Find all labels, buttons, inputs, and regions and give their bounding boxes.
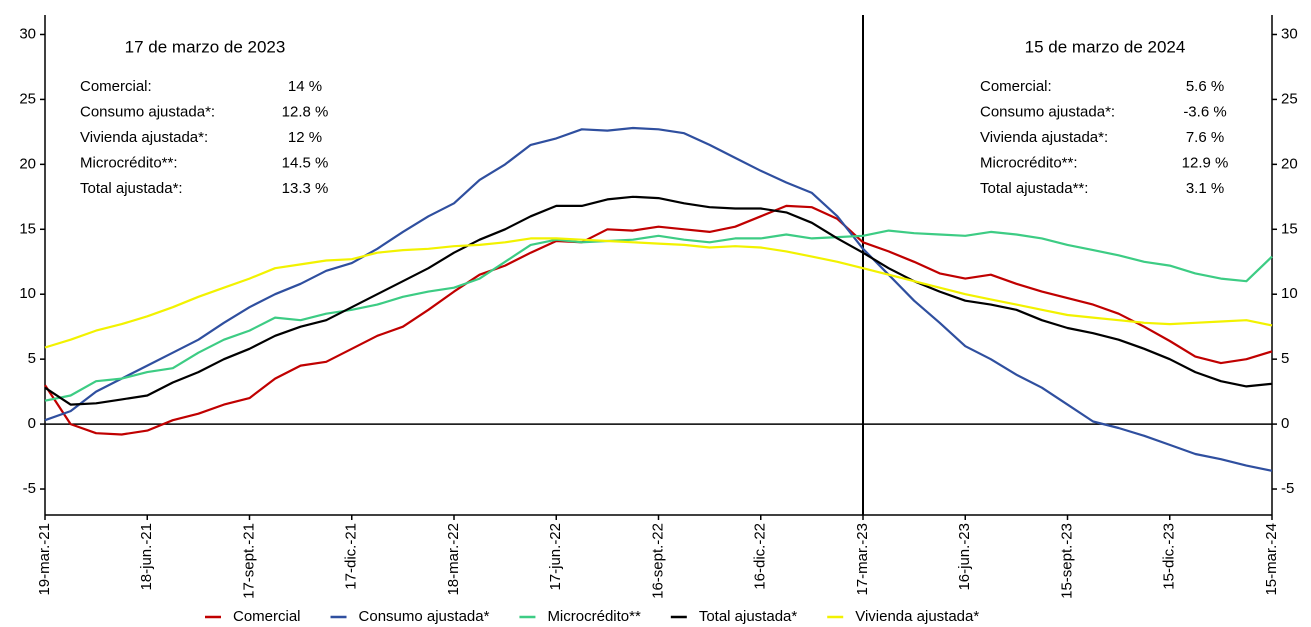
annotation-value: 14 % [288,78,322,95]
x-tick-label: 15-mar.-24 [1263,523,1280,596]
annotation-label: Consumo ajustada*: [80,103,215,120]
y-tick-label: 30 [19,25,36,42]
y-tick-label: 5 [28,350,36,367]
y-tick-label: 0 [28,415,36,432]
series-line [44,237,1273,349]
x-tick-label: 17-sept.-21 [240,523,257,599]
annotation-label: Total ajustada*: [80,180,183,197]
legend-label: Comercial [233,608,301,625]
annotation-label: Microcrédito**: [80,154,178,171]
x-tick-label: 18-jun.-21 [138,523,155,591]
annotation-value: 12 % [288,129,322,146]
y-tick-label: 20 [19,155,36,172]
x-tick-label: 16-dic.-22 [752,523,769,590]
annotation-label: Microcrédito**: [980,154,1078,171]
x-tick-label: 15-sept.-23 [1058,523,1075,599]
y2-tick-label: 25 [1281,90,1298,107]
series-line [44,229,1273,402]
y-tick-label: 25 [19,90,36,107]
annotation-value: 14.5 % [282,154,329,171]
x-tick-label: 17-jun.-22 [547,523,564,591]
annotation-label: Vivienda ajustada*: [980,129,1108,146]
annotation-label: Comercial: [980,78,1052,95]
y2-tick-label: 0 [1281,415,1289,432]
legend-label: Total ajustada* [699,608,798,625]
series-line [44,126,1273,472]
y-tick-label: 15 [19,220,36,237]
y2-tick-label: -5 [1281,480,1294,497]
series-line [44,195,1273,406]
annotation-label: Vivienda ajustada*: [80,129,208,146]
x-tick-label: 15-dic.-23 [1161,523,1178,590]
y2-tick-label: 5 [1281,350,1289,367]
x-tick-label: 17-mar.-23 [854,523,871,596]
annotation-value: 13.3 % [282,180,329,197]
annotation-label: Comercial: [80,78,152,95]
x-tick-label: 19-mar.-21 [36,523,53,596]
y2-tick-label: 10 [1281,285,1298,302]
annotation-title: 15 de marzo de 2024 [1025,37,1186,56]
y-tick-label: -5 [23,480,36,497]
annotation-value: 5.6 % [1186,78,1224,95]
x-tick-label: 18-mar.-22 [445,523,462,596]
x-tick-label: 16-sept.-22 [649,523,666,599]
legend-label: Microcrédito** [547,608,641,625]
annotation-value: 3.1 % [1186,180,1224,197]
legend-label: Consumo ajustada* [359,608,490,625]
annotation-value: -3.6 % [1183,103,1226,120]
annotation-value: 12.9 % [1182,154,1229,171]
x-tick-label: 17-dic.-21 [343,523,360,590]
annotation-title: 17 de marzo de 2023 [125,37,286,56]
y2-tick-label: 20 [1281,155,1298,172]
annotation-label: Total ajustada**: [980,180,1088,197]
annotation-label: Consumo ajustada*: [980,103,1115,120]
y2-tick-label: 15 [1281,220,1298,237]
annotation-value: 12.8 % [282,103,329,120]
legend-label: Vivienda ajustada* [855,608,979,625]
x-tick-label: 16-jun.-23 [956,523,973,591]
y-tick-label: 10 [19,285,36,302]
y2-tick-label: 30 [1281,25,1298,42]
series-line [44,204,1273,436]
annotation-value: 7.6 % [1186,129,1224,146]
